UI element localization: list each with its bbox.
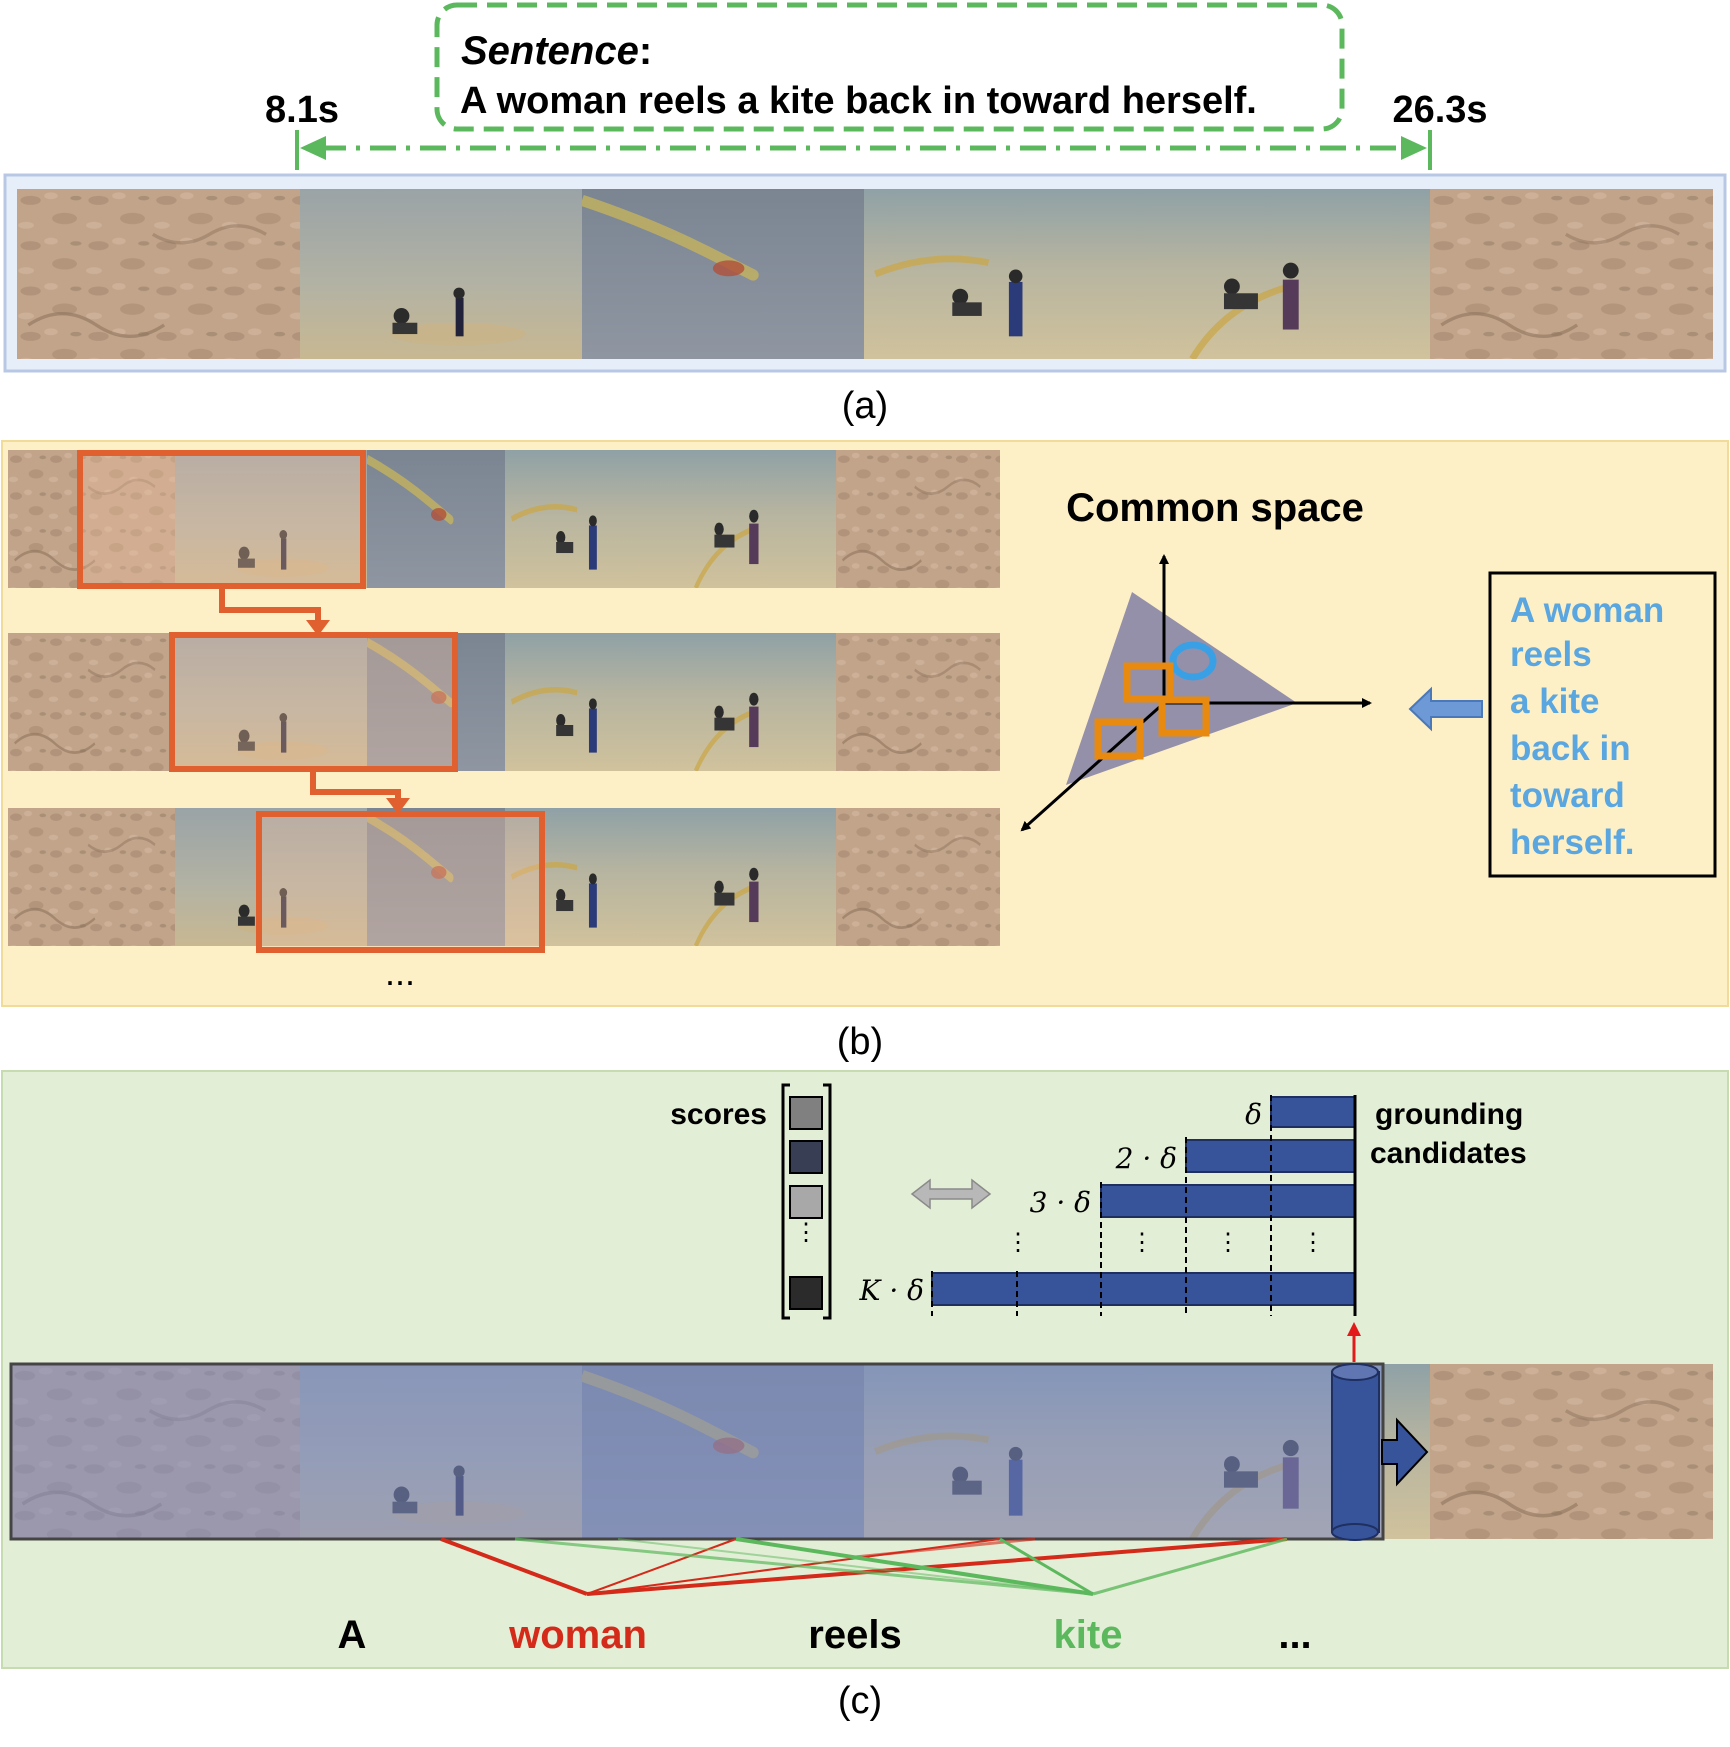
sliding-windows [77, 450, 545, 953]
query-line: toward [1510, 776, 1625, 815]
word-token: kite [1054, 1613, 1123, 1657]
score-cell [789, 1140, 823, 1174]
sentence-text: A woman reels a kite back in toward hers… [460, 80, 1257, 122]
vertical-ellipsis: ⋮ [1301, 1229, 1325, 1256]
candidate-bar [931, 1272, 1356, 1306]
video-frame [300, 189, 582, 359]
grounding-label-1: grounding [1375, 1098, 1523, 1131]
candidate-bar [1100, 1184, 1356, 1218]
vertical-ellipsis: ⋮ [794, 1219, 818, 1246]
query-line: a kite [1510, 682, 1600, 721]
scores-label: scores [670, 1098, 767, 1131]
vertical-ellipsis: ⋮ [1130, 1229, 1154, 1256]
panel-b: ... Common space A woman reels a kite ba… [1, 440, 1729, 1063]
query-line: herself. [1510, 823, 1635, 862]
word-token: A [338, 1613, 367, 1657]
query-arrow-icon [1408, 686, 1483, 732]
query-box [1488, 571, 1717, 878]
vertical-ellipsis: ⋮ [1216, 1229, 1240, 1256]
delta-label: 3 · δ [1030, 1186, 1091, 1219]
query-line: back in [1510, 729, 1631, 768]
proposal-embedding-icon [1123, 662, 1174, 703]
forward-arrow-icon [1381, 1417, 1429, 1487]
ellipsis-b: ... [385, 952, 415, 993]
vertical-ellipsis: ⋮ [1006, 1229, 1030, 1256]
word-token: ... [1278, 1613, 1311, 1657]
query-line: A woman [1510, 591, 1664, 630]
video-frame [864, 189, 1147, 359]
panel-a: Sentence: A woman reels a kite back in t… [3, 2, 1727, 427]
delta-label: δ [1245, 1098, 1262, 1131]
query-text: A woman reels a kite back in toward hers… [1510, 591, 1664, 862]
query-embedding-icon [1169, 641, 1217, 681]
video-strip-a [17, 189, 1713, 359]
query-line: reels [1510, 635, 1592, 674]
caption-a: (a) [842, 385, 888, 427]
video-frame [1147, 189, 1430, 359]
score-cell [789, 1276, 823, 1310]
attention-lines [440, 1537, 1288, 1596]
delta-label: K · δ [859, 1274, 924, 1307]
video-frame [1430, 189, 1713, 359]
sliding-window [169, 632, 458, 772]
cylinder-icon [1331, 1363, 1380, 1541]
grounding-candidates: ⋮ ⋮ ⋮ ⋮ δ 2 · δ 3 · δ K · δ [859, 1095, 1357, 1316]
end-time: 26.3s [1392, 89, 1487, 131]
word-token: reels [808, 1613, 901, 1657]
score-cell [789, 1096, 823, 1130]
common-space-plot [1020, 554, 1372, 832]
sentence-box [434, 2, 1345, 132]
sliding-window [77, 450, 366, 589]
video-strip-c [9, 1362, 1713, 1541]
common-space-title: Common space [1066, 486, 1364, 530]
processed-overlay [9, 1362, 1385, 1541]
score-cell [789, 1185, 823, 1219]
candidate-bar [1270, 1096, 1356, 1128]
video-frame [17, 189, 300, 359]
panel-c: scores ⋮ grounding candidates [1, 1070, 1729, 1722]
scores-vector: ⋮ [781, 1083, 832, 1320]
correspondence-arrow-icon [910, 1178, 992, 1210]
sliding-window [256, 811, 545, 953]
caption-c: (c) [838, 1680, 882, 1722]
proposal-embedding-icon [1158, 696, 1210, 737]
start-time: 8.1s [265, 89, 339, 131]
sentence-label: Sentence: [461, 29, 652, 73]
caption-b: (b) [837, 1021, 883, 1063]
grounding-label-2: candidates [1370, 1137, 1527, 1170]
word-token: woman [508, 1613, 647, 1657]
embedding-plane [1066, 592, 1297, 785]
video-strip-b2 [8, 633, 1000, 771]
proposal-embedding-icon [1094, 718, 1144, 760]
delta-label: 2 · δ [1115, 1142, 1177, 1175]
time-span-arrow [295, 130, 1432, 170]
video-frame [582, 189, 864, 359]
